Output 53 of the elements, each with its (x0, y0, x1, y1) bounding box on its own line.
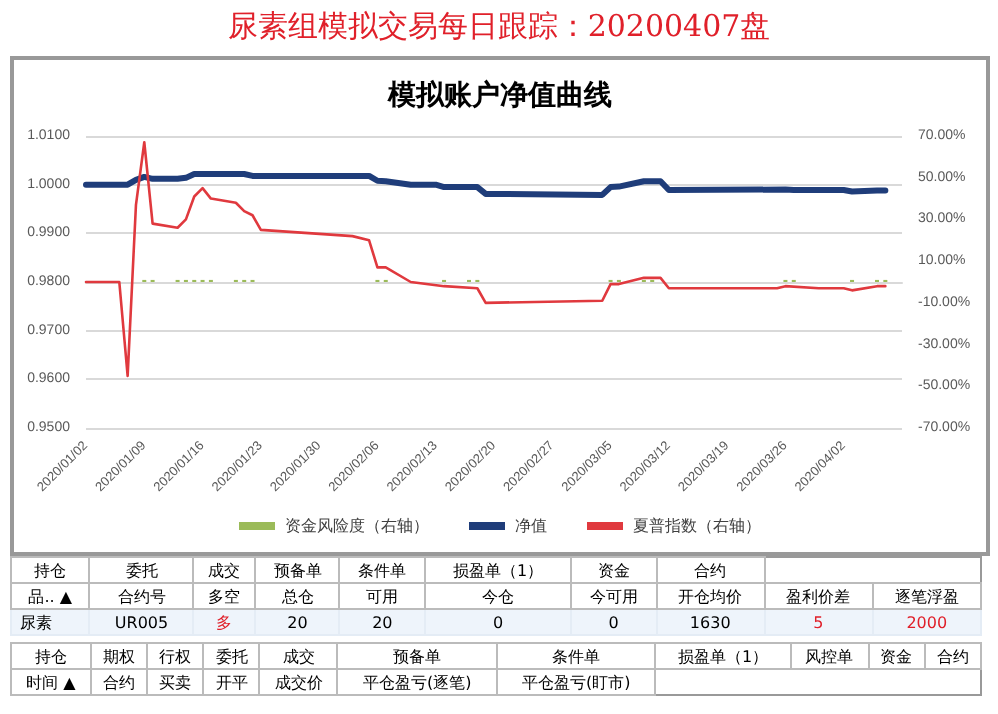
text: 预备单 (337, 643, 497, 669)
text: 平仓盈亏(逐笔) (337, 669, 497, 695)
text: 损盈单（1） (424, 557, 572, 583)
text: UR005 (89, 609, 194, 635)
text: 可用 (339, 583, 425, 609)
text: 开平 (203, 669, 260, 695)
legend-label: 夏普指数（右轴） (633, 517, 761, 535)
text: 多 (193, 609, 256, 635)
chart-title: 尿素组模拟交易每日跟踪：20200407盘 (225, 8, 773, 46)
line-series (83, 170, 889, 198)
text: 今仓 (424, 583, 572, 609)
text: 0 (424, 609, 572, 635)
text: 盈利价差 (764, 583, 873, 609)
text: 5 (764, 609, 873, 635)
text: 平仓盈亏(盯市) (496, 669, 656, 695)
text: 条件单 (339, 557, 425, 583)
text: 多空 (193, 583, 256, 609)
text: 品.. ▲ (11, 583, 90, 609)
text: 0 (571, 609, 657, 635)
text: 持仓 (11, 557, 90, 583)
text: 条件单 (496, 643, 656, 669)
line-series (84, 140, 887, 378)
chart-subtitle: 模拟账户净值曲线 (386, 78, 612, 112)
text: 风控单 (790, 643, 869, 669)
text: 成交 (259, 643, 338, 669)
text: 开仓均价 (656, 583, 765, 609)
text: 今可用 (571, 583, 657, 609)
text: 合约 (90, 669, 148, 695)
text: 行权 (147, 643, 204, 669)
text: 委托 (203, 643, 260, 669)
legend-label: 净值 (515, 517, 547, 535)
text: 资金 (868, 643, 925, 669)
text: 合约 (656, 557, 765, 583)
text: 持仓 (11, 643, 91, 669)
text: 尿素 (11, 609, 90, 635)
text: 总仓 (255, 583, 340, 609)
text: 合约号 (89, 583, 194, 609)
text: 20 (255, 609, 340, 635)
text: 2000 (872, 609, 981, 635)
text: 买卖 (147, 669, 204, 695)
text: 合约 (924, 643, 981, 669)
text: 期权 (90, 643, 148, 669)
text: 损盈单（1） (655, 643, 791, 669)
text: 时间 ▲ (11, 669, 91, 695)
text: 预备单 (255, 557, 340, 583)
text: 委托 (89, 557, 194, 583)
text: 1630 (656, 609, 765, 635)
text: 20 (339, 609, 425, 635)
text: 资金 (571, 557, 657, 583)
text: 成交价 (259, 669, 338, 695)
text: 成交 (193, 557, 256, 583)
legend-label: 资金风险度（右轴） (285, 517, 429, 535)
text: 逐笔浮盈 (872, 583, 981, 609)
